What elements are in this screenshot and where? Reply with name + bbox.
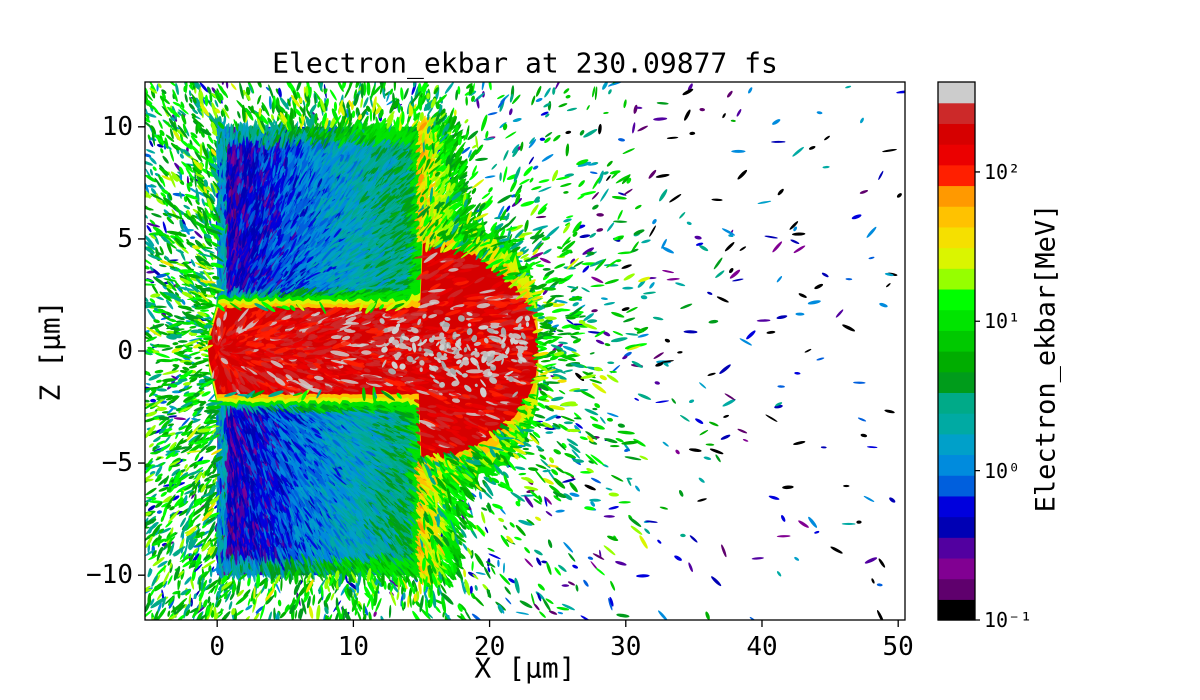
y-axis-label: Z [μm] (33, 300, 67, 402)
chart-title: Electron_ekbar at 230.09877 fs (272, 46, 778, 80)
x-axis-label: X [μm] (474, 651, 576, 685)
colorbar-label: Electron_ekbar[MeV] (1030, 203, 1062, 513)
